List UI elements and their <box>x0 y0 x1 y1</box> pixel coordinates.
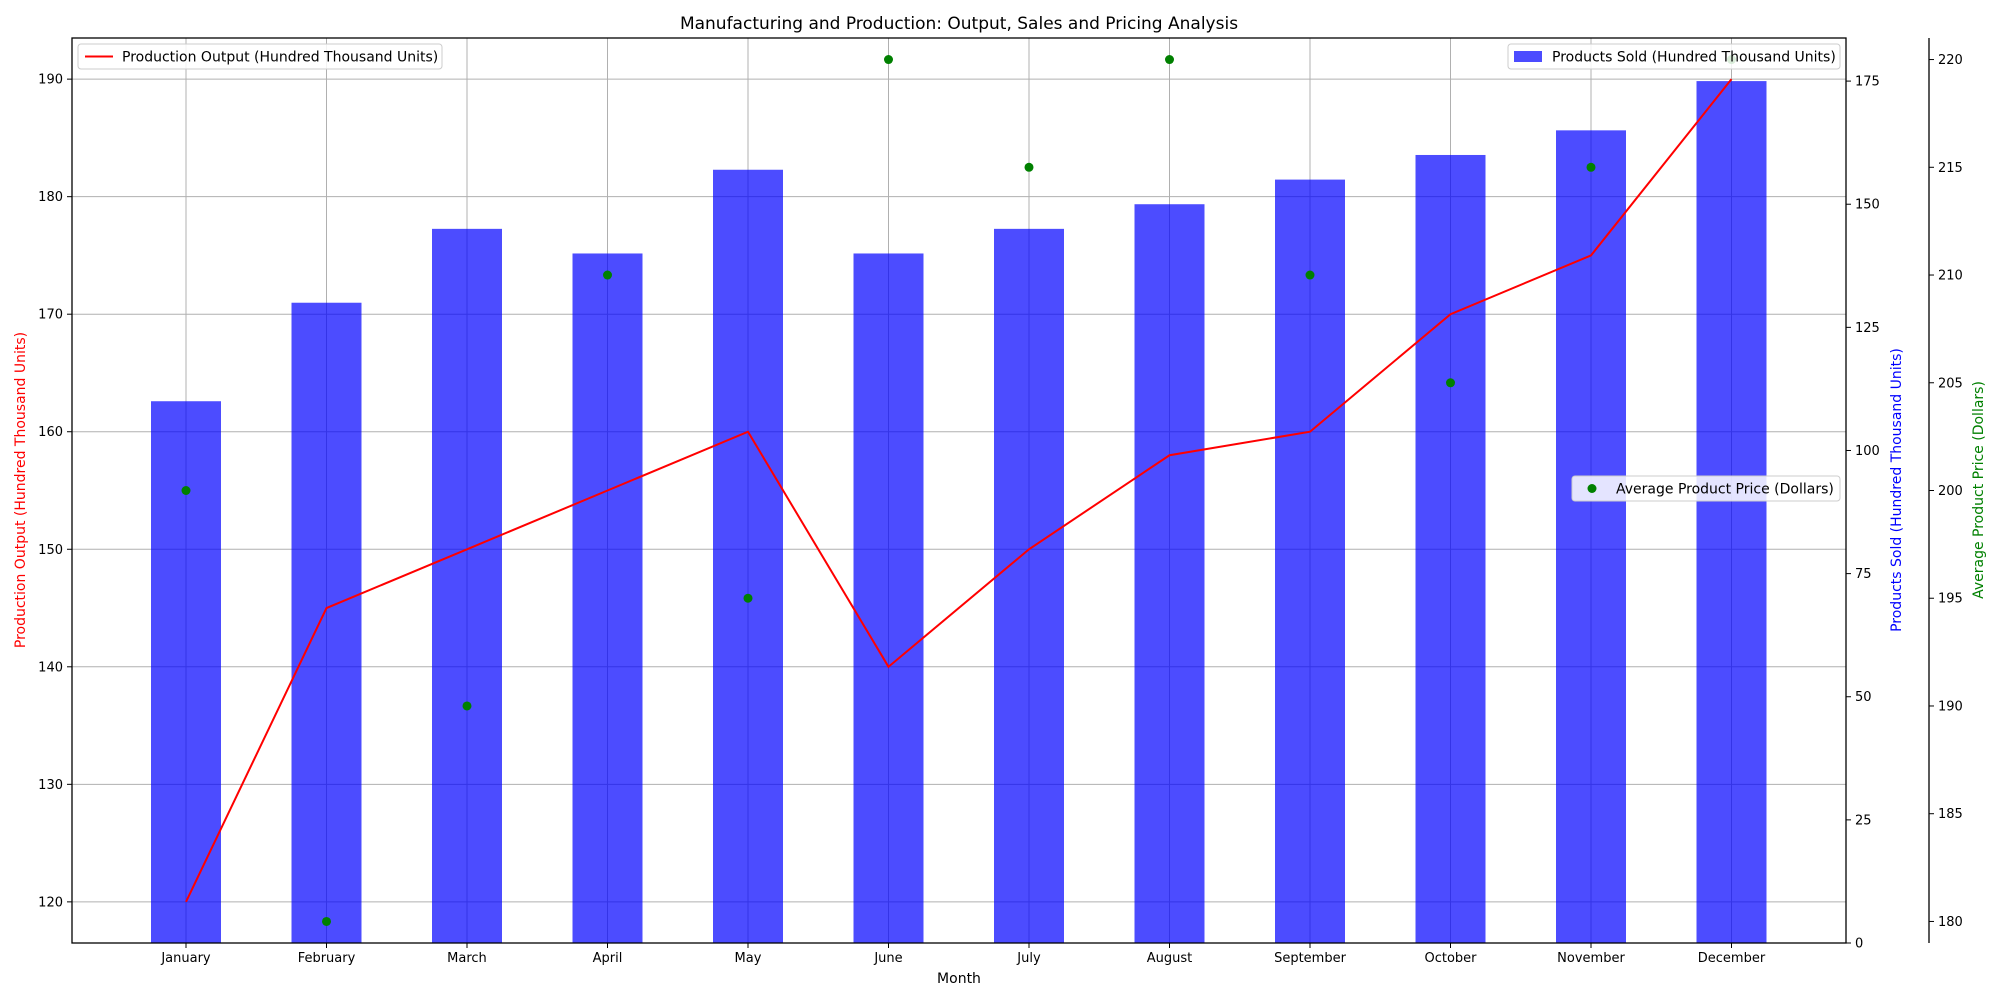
left-axis-label: Production Output (Hundred Thousand Unit… <box>13 332 29 648</box>
right-y-tick-label: 175 <box>1855 75 1880 90</box>
point-average-price <box>603 270 612 280</box>
right-y-tick-label: 25 <box>1855 813 1872 828</box>
legend-box <box>77 43 443 70</box>
legend-box <box>1571 475 1841 502</box>
right-y-tick-label: 0 <box>1855 937 1863 952</box>
legend-box <box>1507 43 1841 70</box>
far-right-y-tick-label: 205 <box>1938 376 1963 391</box>
point-average-price <box>1165 55 1174 65</box>
x-tick-label: February <box>298 951 356 966</box>
bar-products-sold <box>151 401 221 943</box>
point-average-price <box>462 701 472 711</box>
legend-products-sold: Products Sold (Hundred Thousand Units) <box>1507 43 1841 70</box>
bar-products-sold <box>1415 154 1486 944</box>
x-tick-label: November <box>1557 951 1625 966</box>
left-y-tick-label: 180 <box>38 190 63 205</box>
far-right-y-tick-label: 210 <box>1938 269 1963 284</box>
legend-bar-swatch <box>1514 51 1542 62</box>
line-layer <box>185 78 1733 903</box>
point-average-price <box>743 593 753 603</box>
bar-layer <box>151 81 1767 944</box>
left-y-tick-label: 170 <box>38 308 63 323</box>
legend-label: Products Sold (Hundred Thousand Units) <box>1552 50 1836 66</box>
x-tick-label: July <box>1016 951 1041 966</box>
point-average-price <box>884 55 893 65</box>
left-y-tick-label: 160 <box>38 425 63 440</box>
far-right-y-tick-label: 190 <box>1938 699 1963 714</box>
right-y-tick-label: 125 <box>1855 321 1880 336</box>
plot-frame <box>71 37 1847 944</box>
scatter-layer <box>181 55 1736 926</box>
left-y-tick-label: 120 <box>38 895 63 910</box>
bar-products-sold <box>994 228 1064 943</box>
left-y-tick-label: 190 <box>38 73 63 88</box>
x-tick-label: September <box>1274 951 1347 966</box>
right-y-tick-label: 75 <box>1855 567 1872 582</box>
x-axis-label: Month <box>937 971 981 987</box>
point-average-price <box>1446 378 1455 388</box>
ticks-layer: January February March April May June July Augu… <box>38 53 1963 966</box>
x-tick-label: June <box>873 951 902 966</box>
bar-products-sold <box>1134 204 1205 943</box>
point-average-price <box>1024 162 1034 172</box>
x-tick-label: January <box>160 951 211 966</box>
x-tick-label: May <box>735 951 762 966</box>
bar-products-sold <box>713 169 783 944</box>
far-right-y-tick-label: 195 <box>1938 592 1963 607</box>
far-right-y-tick-label: 200 <box>1938 484 1963 499</box>
bar-products-sold <box>432 228 502 943</box>
legend-production-output: Production Output (Hundred Thousand Unit… <box>77 43 443 70</box>
left-y-tick-label: 130 <box>38 778 63 793</box>
legend-average-price: Average Product Price (Dollars) <box>1571 475 1841 502</box>
bar-products-sold <box>1275 179 1345 943</box>
bar-products-sold <box>1696 81 1767 944</box>
far-right-y-tick-label: 215 <box>1938 161 1963 176</box>
legend-point-swatch <box>1587 484 1597 493</box>
right-y-tick-label: 100 <box>1855 444 1880 459</box>
x-tick-label: August <box>1147 951 1193 966</box>
point-average-price <box>322 916 331 926</box>
left-y-tick-label: 140 <box>38 660 63 675</box>
line-production-output <box>185 78 1733 903</box>
bar-products-sold <box>1556 130 1626 944</box>
x-tick-label: December <box>1698 951 1766 966</box>
x-tick-label: April <box>593 951 623 966</box>
far-right-y-tick-label: 180 <box>1938 915 1963 930</box>
bar-products-sold <box>853 253 924 943</box>
right-y-tick-label: 50 <box>1855 690 1872 705</box>
bar-products-sold <box>572 253 643 943</box>
x-tick-label: March <box>447 951 487 966</box>
bar-products-sold <box>291 302 362 943</box>
right-axis-label: Products Sold (Hundred Thousand Units) <box>1889 348 1905 632</box>
x-tick-label: October <box>1424 951 1477 966</box>
legend-label: Production Output (Hundred Thousand Unit… <box>122 50 438 66</box>
left-y-tick-label: 150 <box>38 543 63 558</box>
point-average-price <box>1586 162 1596 172</box>
point-average-price <box>181 486 191 495</box>
chart-title: Manufacturing and Production: Output, Sa… <box>680 14 1238 34</box>
point-average-price <box>1305 270 1315 280</box>
far-right-axis-label: Average Product Price (Dollars) <box>1971 381 1987 599</box>
far-right-y-tick-label: 220 <box>1938 53 1963 68</box>
far-right-y-tick-label: 185 <box>1938 807 1963 822</box>
legend-label: Average Product Price (Dollars) <box>1616 482 1834 498</box>
right-y-tick-label: 150 <box>1855 198 1880 213</box>
